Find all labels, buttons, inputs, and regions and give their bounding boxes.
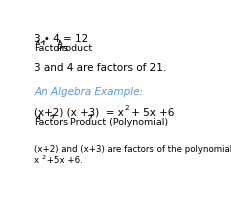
Text: 3 • 4 = 12: 3 • 4 = 12 — [34, 34, 88, 44]
Text: Factors: Factors — [34, 118, 68, 127]
Text: 2: 2 — [125, 105, 129, 111]
Text: 3 and 4 are factors of 21.: 3 and 4 are factors of 21. — [34, 63, 167, 73]
Text: 2: 2 — [42, 155, 46, 160]
Text: +5x +6.: +5x +6. — [44, 156, 83, 165]
Text: (x+2) (x +3)  = x: (x+2) (x +3) = x — [34, 107, 124, 118]
Text: Factors: Factors — [34, 44, 68, 53]
Text: An Algebra Example:: An Algebra Example: — [34, 87, 143, 97]
Text: + 5x +6: + 5x +6 — [128, 107, 175, 118]
Text: (x+2) and (x+3) are factors of the polynomial: (x+2) and (x+3) are factors of the polyn… — [34, 145, 231, 153]
Text: Product: Product — [57, 44, 93, 53]
Text: x: x — [34, 156, 39, 165]
Text: Product (Polynomial): Product (Polynomial) — [70, 118, 168, 127]
